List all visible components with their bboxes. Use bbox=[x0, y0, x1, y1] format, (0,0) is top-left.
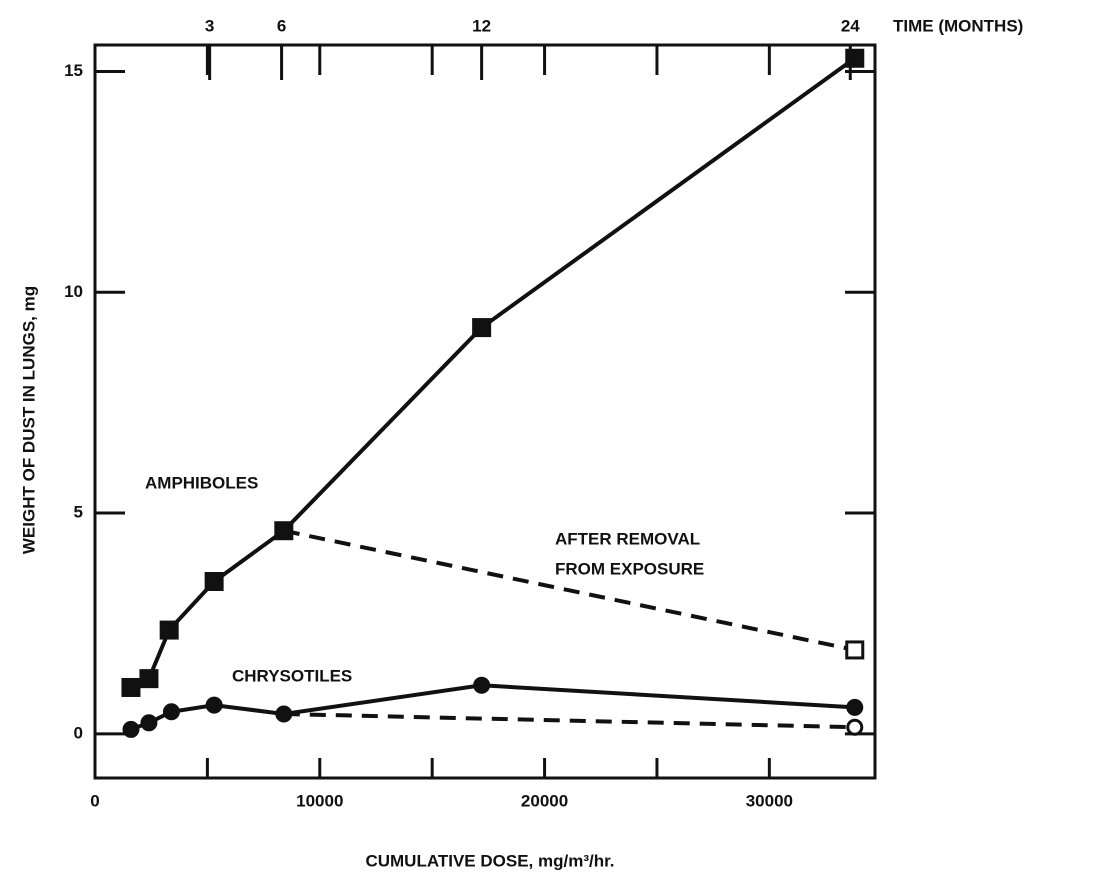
y-axis-label: WEIGHT OF DUST IN LUNGS, mg bbox=[19, 286, 38, 554]
series-line bbox=[130, 683, 855, 732]
marker bbox=[845, 640, 865, 660]
marker bbox=[121, 677, 141, 697]
annotation: AMPHIBOLES bbox=[145, 473, 258, 492]
marker bbox=[139, 669, 159, 689]
x2-tick-label: 6 bbox=[277, 16, 286, 35]
y-tick-label: 10 bbox=[64, 282, 83, 301]
marker bbox=[846, 698, 864, 716]
marker bbox=[846, 718, 864, 736]
y-tick-label: 0 bbox=[74, 723, 83, 742]
marker bbox=[204, 572, 224, 592]
x2-tick-label: 12 bbox=[472, 16, 491, 35]
x-tick-label: 20000 bbox=[521, 791, 568, 810]
x2-tick-label: 3 bbox=[205, 16, 214, 35]
x-axis-label: CUMULATIVE DOSE, mg/m³/hr. bbox=[365, 851, 614, 870]
x2-tick-label: 24 bbox=[841, 16, 860, 35]
series-line bbox=[283, 711, 855, 730]
annotation: AFTER REMOVAL bbox=[555, 529, 700, 548]
y-tick-label: 5 bbox=[74, 503, 83, 522]
x-tick-label: 30000 bbox=[746, 791, 793, 810]
annotation: CHRYSOTILES bbox=[232, 666, 352, 685]
series-line bbox=[130, 56, 856, 690]
marker bbox=[162, 703, 180, 721]
x-tick-label: 10000 bbox=[296, 791, 343, 810]
series-line bbox=[283, 528, 856, 652]
marker bbox=[473, 676, 491, 694]
y-tick-label: 15 bbox=[64, 61, 83, 80]
annotation: FROM EXPOSURE bbox=[555, 559, 704, 578]
marker bbox=[845, 48, 865, 68]
marker bbox=[472, 318, 492, 338]
plot-frame bbox=[93, 43, 877, 780]
marker bbox=[122, 720, 140, 738]
marker bbox=[140, 714, 158, 732]
x2-axis-label: TIME (MONTHS) bbox=[893, 16, 1023, 35]
marker bbox=[159, 620, 179, 640]
marker bbox=[205, 696, 223, 714]
x-tick-label: 0 bbox=[90, 791, 99, 810]
